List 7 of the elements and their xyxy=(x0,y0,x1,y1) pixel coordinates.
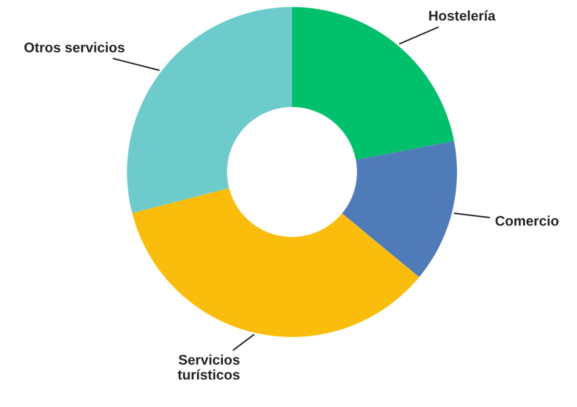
slice-label: Otros servicios xyxy=(24,42,124,52)
slice-label: Hostelería xyxy=(429,10,496,21)
donut-slice xyxy=(342,141,457,278)
slice-label: Servicios turísticos xyxy=(178,354,240,380)
donut-slice xyxy=(132,188,420,337)
donut-slice xyxy=(127,7,292,214)
slice-label: Comercio xyxy=(496,216,558,226)
